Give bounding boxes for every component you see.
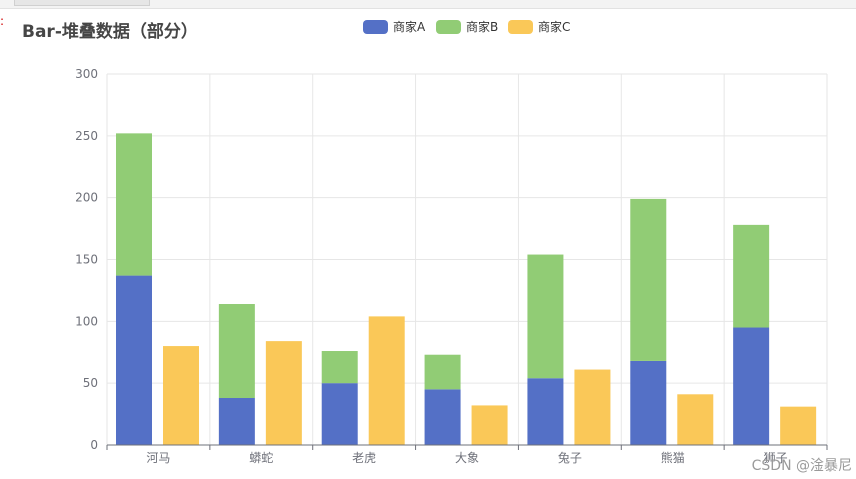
bar-series-b — [321, 351, 358, 384]
bar-series-c — [780, 406, 817, 445]
x-tick-label: 河马 — [146, 451, 170, 465]
y-tick-label: 200 — [75, 191, 98, 205]
chart-title: Bar-堆叠数据（部分） — [22, 22, 198, 42]
bar-series-a — [527, 378, 564, 445]
y-tick-label: 300 — [75, 67, 98, 81]
y-tick-label: 50 — [83, 376, 98, 390]
browser-top-strip — [0, 0, 856, 9]
bar-series-c — [163, 346, 199, 445]
bar-series-c — [574, 369, 611, 445]
legend-item-c[interactable]: 商家C — [508, 18, 570, 35]
y-tick-label: 150 — [75, 253, 98, 267]
x-tick-label: 老虎 — [352, 451, 376, 465]
bar-series-a — [733, 327, 770, 445]
bar-series-c — [471, 405, 508, 445]
legend-swatch-b — [436, 19, 461, 34]
bar-series-a — [218, 398, 255, 445]
x-tick-label: 兔子 — [558, 450, 582, 465]
bar-series-a — [424, 389, 461, 445]
bar-series-a — [630, 360, 667, 445]
legend-swatch-c — [508, 19, 533, 34]
red-marker: : — [0, 14, 5, 28]
bar-series-b — [218, 304, 255, 399]
bar-series-a — [321, 383, 358, 445]
bar-series-c — [265, 341, 302, 445]
y-tick-label: 100 — [75, 314, 98, 328]
bar-series-a — [116, 275, 152, 445]
y-tick-label: 0 — [90, 438, 98, 452]
x-tick-label: 狮子 — [764, 451, 788, 465]
bar-series-b — [527, 254, 564, 379]
bar-series-b — [116, 133, 152, 276]
legend-label-a: 商家A — [393, 20, 426, 34]
y-tick-label: 250 — [75, 129, 98, 143]
bar-series-b — [630, 198, 667, 361]
legend-label-b: 商家B — [466, 20, 499, 34]
legend-item-a[interactable]: 商家A — [363, 18, 425, 35]
bar-series-b — [733, 224, 770, 328]
x-tick-label: 蟒蛇 — [249, 450, 273, 465]
x-tick-label: 大象 — [455, 451, 479, 465]
bar-series-b — [424, 354, 461, 390]
watermark: CSDN @淦暴尼 — [751, 458, 852, 474]
legend-item-b[interactable]: 商家B — [436, 18, 498, 35]
bar-series-c — [677, 394, 714, 445]
bar-series-c — [368, 316, 405, 445]
browser-tab[interactable] — [14, 0, 150, 6]
legend-swatch-a — [363, 19, 388, 34]
x-tick-label: 熊猫 — [661, 450, 685, 465]
legend-label-c: 商家C — [538, 20, 571, 34]
